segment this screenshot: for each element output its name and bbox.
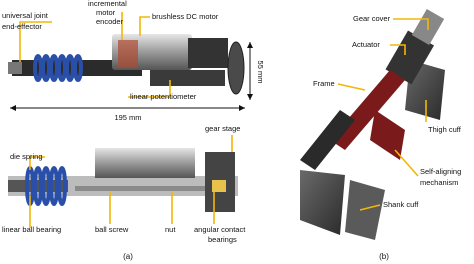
label: Shank cuff bbox=[383, 200, 419, 209]
exoskeleton-render bbox=[300, 9, 445, 240]
label: die spring bbox=[10, 152, 43, 161]
label: nut bbox=[165, 225, 176, 234]
label: bearings bbox=[208, 235, 237, 244]
label: motor bbox=[96, 8, 116, 17]
caption: (b) bbox=[379, 252, 389, 261]
label: brushless DC motor bbox=[152, 12, 219, 21]
label: ball screw bbox=[95, 225, 129, 234]
label: Thigh cuff bbox=[428, 125, 462, 134]
actuator-photo bbox=[8, 34, 253, 111]
label: Gear cover bbox=[353, 14, 391, 23]
leader-lines bbox=[19, 12, 429, 228]
label: linear potentiometer bbox=[130, 92, 197, 101]
label: universal joint bbox=[2, 11, 49, 20]
label: Self-aligning bbox=[420, 167, 461, 176]
label: end-effector bbox=[2, 22, 42, 31]
label: encoder bbox=[96, 17, 124, 26]
dimension: 55 mm bbox=[256, 61, 265, 84]
dimension: 195 mm bbox=[114, 113, 141, 122]
label: mechanism bbox=[420, 178, 458, 187]
label: linear ball bearing bbox=[2, 225, 61, 234]
label: angular contact bbox=[194, 225, 246, 234]
label: incremental bbox=[88, 0, 127, 8]
label: Actuator bbox=[352, 40, 380, 49]
actuator-cad bbox=[8, 148, 238, 212]
label: Frame bbox=[313, 79, 335, 88]
label: gear stage bbox=[205, 124, 240, 133]
caption: (a) bbox=[123, 252, 133, 261]
